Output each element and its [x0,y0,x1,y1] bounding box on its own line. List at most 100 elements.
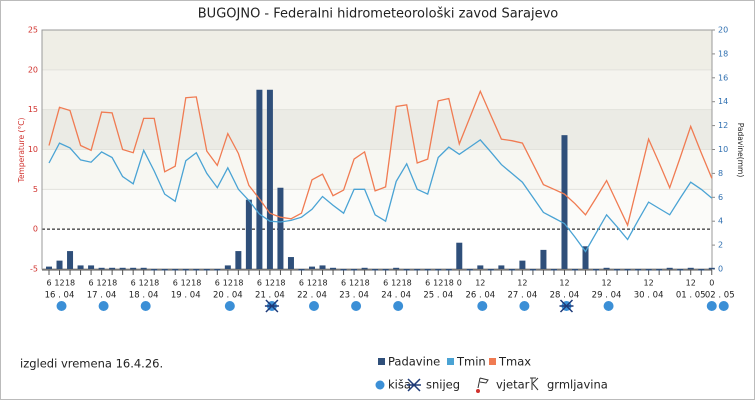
bar [414,269,421,271]
legend: Padavine Tmin Tmax kiša snijeg vjetar grmljavi… [375,355,608,393]
x-tick-label: 12 [54,279,64,288]
bar [529,269,536,271]
bar [603,267,610,270]
bar [214,269,221,271]
x-tick-label: 18 [107,279,117,288]
chart-title: BUGOJNO - Federalni hidrometeorološki za… [198,7,559,22]
bar [435,269,442,271]
legend-label: grmljavina [547,378,608,392]
bar [624,269,631,271]
x-tick-label: 0 [709,279,714,288]
bar [140,267,147,270]
bar [351,269,358,271]
bar [67,251,74,269]
date-label: 29 . 04 [592,291,622,301]
x-tick-label: 18 [402,279,412,288]
date-label: 21 . 04 [255,291,285,301]
bar [372,269,379,271]
x-tick-label: 12 [181,279,191,288]
bar [540,249,547,269]
bar [698,269,705,271]
bar [561,135,568,269]
x-tick-label: 6 [131,279,136,288]
date-label: 17 . 04 [87,291,117,301]
x-tick-label: 12 [307,279,317,288]
x-tick-label: 6 [341,279,346,288]
rain-icon [393,301,404,311]
y2-tick-label: 2 [718,241,723,250]
bar [687,267,694,270]
x-tick-label: 18 [444,279,454,288]
bar [403,269,410,271]
rain-icon [477,301,488,311]
bar [456,242,463,269]
bar [245,199,252,269]
band [42,109,712,150]
bar [119,267,126,270]
x-tick-label: 6 [89,279,94,288]
bar [614,269,621,271]
x-tick-label: 12 [97,279,107,288]
rain-icon [519,301,530,311]
snow-icon [264,299,279,313]
date-label: 27 . 04 [508,291,538,301]
date-label: 24 . 04 [381,291,411,301]
footnote: izgledi vremena 16.4.26. [20,357,163,371]
x-tick-label: 12 [349,279,359,288]
x-tick-label: 12 [644,279,654,288]
legend-swatch [489,358,496,365]
date-label: 26 . 04 [465,291,495,301]
x-tick-label: 18 [275,279,285,288]
x-tick-label: 12 [391,279,401,288]
bar [582,246,589,269]
date-label: 28 . 04 [550,291,580,301]
bar [508,269,515,271]
bar [56,260,63,269]
bar [277,187,284,269]
legend-label: Padavine [388,355,440,369]
y-axis-label: Temperature (°C) [17,118,26,184]
rain-icon [375,380,385,390]
rain-icon [706,301,717,311]
date-label: 30 . 04 [634,291,664,301]
rain-icon [140,301,151,311]
bar [109,267,116,270]
y-tick-label: -5 [30,265,38,274]
date-label: 22 . 04 [297,291,327,301]
y-tick-label: 0 [33,225,38,234]
bar [182,269,189,271]
y2-axis-label: Padavine(mm) [736,123,745,178]
date-label: 20 . 04 [213,291,243,301]
bar [266,89,273,269]
legend-swatch [447,358,454,365]
bar [224,265,231,269]
line [48,89,713,228]
date-label: 16 . 04 [45,291,75,301]
bar [572,269,578,271]
x-tick-label: 12 [139,279,149,288]
x-tick-label: 18 [65,279,75,288]
bar [550,269,557,271]
legend-label: Tmax [498,355,531,369]
bar [382,269,389,271]
bar [319,265,326,269]
bar [340,269,347,271]
rain-icon [718,301,729,311]
x-tick-label: 6 [299,279,304,288]
legend-label: kiša [388,378,411,392]
y-tick-label: 10 [28,145,38,154]
y-tick-label: 25 [28,26,38,35]
x-tick-label: 12 [601,279,611,288]
legend-label: snijeg [426,378,460,392]
x-tick-label: 12 [559,279,569,288]
y-tick-label: 5 [33,185,38,194]
bar [151,269,158,271]
y2-tick-label: 20 [718,26,728,35]
y2-tick-label: 14 [718,97,728,106]
bar [393,267,400,270]
bar [466,269,473,271]
bar [203,269,210,271]
x-tick-label: 12 [686,279,696,288]
bar [708,267,715,270]
x-tick-label: 18 [317,279,327,288]
